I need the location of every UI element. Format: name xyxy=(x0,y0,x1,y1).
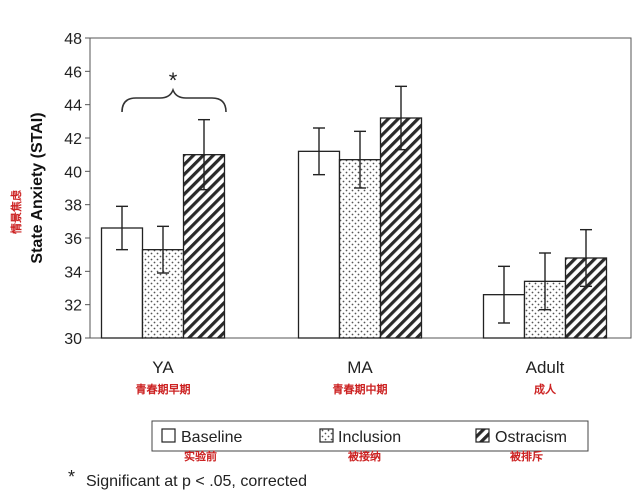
legend: Baseline 实验前 Inclusion 被接纳 Ostracism 被排斥 xyxy=(151,420,589,463)
footnote: * Significant at p < .05, corrected xyxy=(68,467,307,490)
y-tick-label: 34 xyxy=(64,264,82,281)
error-bar-baseline-ma xyxy=(313,127,325,176)
significance-annotation: * xyxy=(121,68,227,113)
error-bar-inclusion-ma xyxy=(354,130,366,189)
category-label-cn-ya: 青春期早期 xyxy=(136,382,191,396)
legend-label-baseline: Baseline xyxy=(181,429,242,446)
category-label-ma: MA xyxy=(347,358,373,377)
x-axis: YA 青春期早期 MA 青春期中期 Adult 成人 xyxy=(136,358,565,396)
bar-baseline-ma xyxy=(297,150,341,339)
y-axis-title-group: State Anxiety (STAI) 情景焦虑 xyxy=(9,112,46,263)
y-tick-label: 44 xyxy=(64,98,82,115)
bar-inclusion-ma xyxy=(338,159,382,339)
error-bar-baseline-ya xyxy=(116,205,128,251)
error-bar-inclusion-adult xyxy=(539,252,551,311)
y-tick-label: 48 xyxy=(64,31,82,48)
significance-bracket xyxy=(121,87,227,113)
footnote-text: Significant at p < .05, corrected xyxy=(86,473,307,490)
y-tick-label: 36 xyxy=(64,231,82,248)
y-tick-label: 30 xyxy=(64,331,82,348)
category-label-adult: Adult xyxy=(526,358,565,377)
legend-label-ostracism-cn: 被排斥 xyxy=(510,449,543,463)
legend-box xyxy=(151,420,589,452)
legend-swatch-inclusion xyxy=(319,428,334,443)
category-label-cn-adult: 成人 xyxy=(534,382,557,396)
bars-layer xyxy=(100,117,608,339)
error-bar-ostracism-adult xyxy=(580,228,592,288)
error-bar-baseline-adult xyxy=(498,265,510,324)
legend-label-ostracism: Ostracism xyxy=(495,429,567,446)
y-tick-label: 38 xyxy=(64,198,82,215)
legend-label-inclusion: Inclusion xyxy=(338,429,401,446)
error-bar-ostracism-ya xyxy=(198,118,210,191)
y-axis: 30 32 34 36 38 40 42 44 46 48 xyxy=(64,31,90,348)
legend-swatch-baseline xyxy=(161,428,176,443)
y-tick-label: 46 xyxy=(64,64,82,81)
category-label-cn-ma: 青春期中期 xyxy=(333,382,388,396)
bar-ostracism-adult xyxy=(564,257,608,339)
y-axis-title: State Anxiety (STAI) xyxy=(29,112,46,263)
legend-label-baseline-cn: 实验前 xyxy=(184,449,217,463)
y-tick-label: 32 xyxy=(64,298,82,315)
significance-asterisk: * xyxy=(169,68,178,93)
y-tick-label: 40 xyxy=(64,164,82,181)
category-label-ya: YA xyxy=(152,358,174,377)
error-bar-inclusion-ya xyxy=(157,225,169,274)
legend-label-inclusion-cn: 被接纳 xyxy=(348,449,381,463)
bar-ostracism-ma xyxy=(379,117,423,339)
y-tick-label: 42 xyxy=(64,131,82,148)
footnote-asterisk: * xyxy=(68,467,75,487)
error-bars-layer xyxy=(116,85,592,324)
error-bar-ostracism-ma xyxy=(395,85,407,151)
legend-swatch-ostracism xyxy=(475,428,490,443)
y-axis-title-cn: 情景焦虑 xyxy=(9,190,23,234)
bar-inclusion-ya xyxy=(141,249,185,339)
